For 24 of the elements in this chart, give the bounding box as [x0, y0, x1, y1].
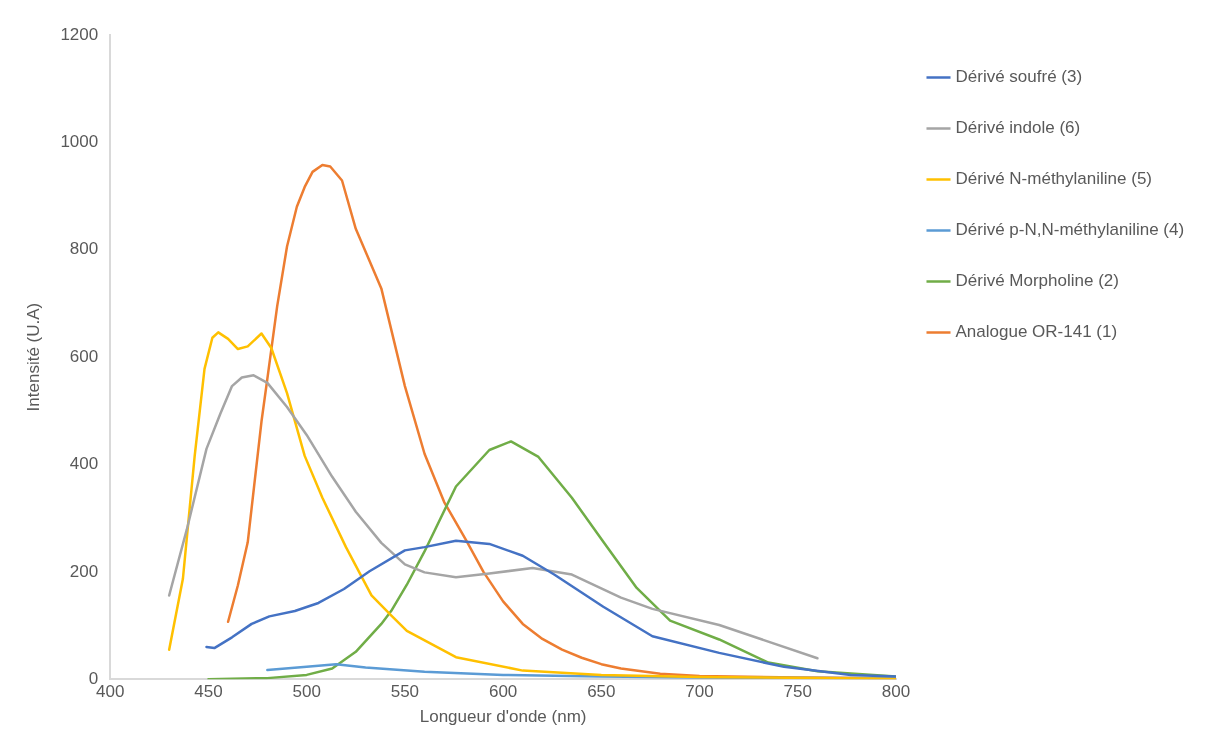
legend-label: Dérivé soufré (3) [955, 67, 1083, 87]
y-tick-label: 0 [88, 668, 99, 688]
x-tick-label: 650 [587, 682, 616, 702]
legend-label: Analogue OR-141 (1) [955, 322, 1118, 342]
x-tick-label: 700 [685, 682, 714, 702]
y-tick-label: 200 [69, 561, 99, 581]
x-axis-title: Longueur d'onde (nm) [419, 707, 587, 727]
legend-label: Dérivé N-méthylaniline (5) [955, 169, 1153, 189]
x-tick-label: 600 [488, 682, 518, 702]
legend-label: Dérivé p-N,N-méthylaniline (4) [955, 220, 1185, 240]
x-tick-label: 400 [96, 682, 125, 702]
y-axis-title: Intensité (U.A) [23, 302, 43, 412]
y-tick-label: 400 [69, 454, 99, 474]
legend-label: Dérivé Morpholine (2) [955, 271, 1119, 291]
x-tick-label: 550 [390, 682, 420, 702]
y-tick-label: 800 [69, 239, 99, 259]
x-tick-label: 750 [783, 682, 812, 702]
legend-label: Dérivé indole (6) [955, 118, 1081, 138]
y-tick-label: 1000 [60, 132, 99, 152]
x-tick-label: 800 [881, 682, 911, 702]
y-tick-label: 600 [69, 346, 99, 366]
x-tick-label: 500 [292, 682, 321, 702]
x-tick-label: 450 [194, 682, 223, 702]
y-tick-label: 1200 [60, 24, 99, 44]
